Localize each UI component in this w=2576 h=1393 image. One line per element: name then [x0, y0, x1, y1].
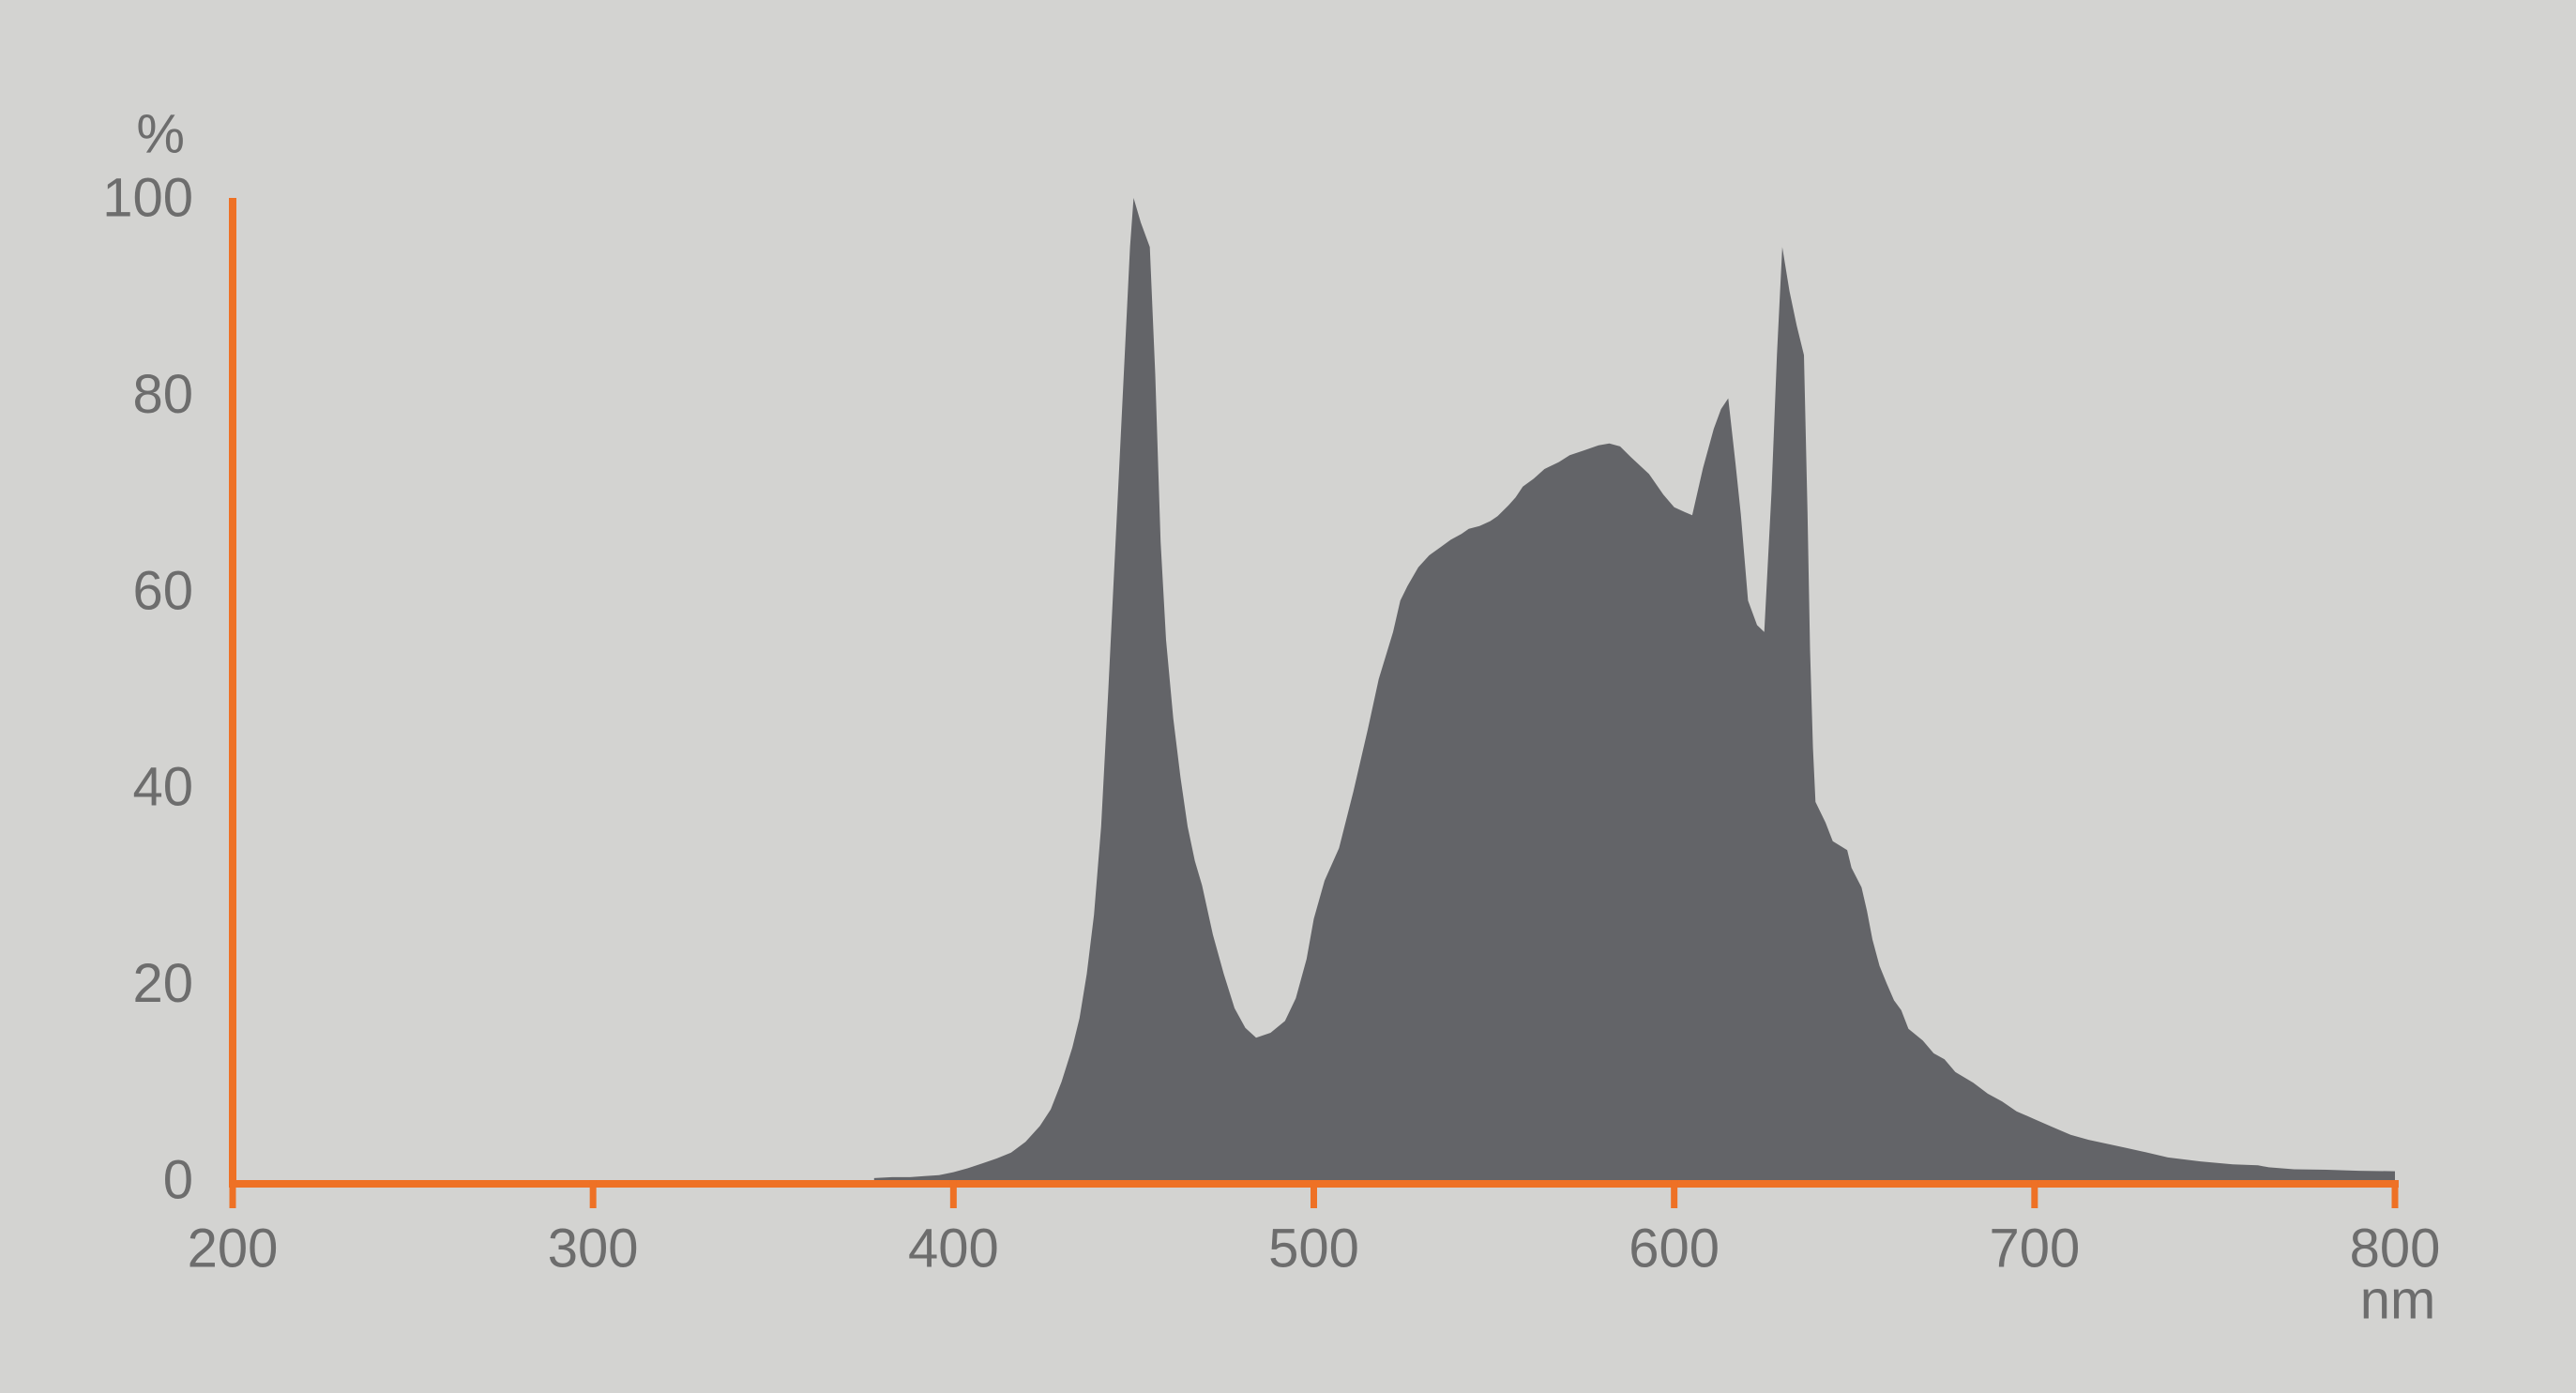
y-tick-label: 80: [132, 364, 193, 425]
x-axis-tick: [1311, 1180, 1317, 1208]
x-axis-tick: [589, 1180, 597, 1208]
x-tick-label: 800: [2350, 1219, 2441, 1279]
x-tick-label: 400: [908, 1219, 999, 1279]
x-axis-tick: [2391, 1180, 2399, 1208]
y-tick-label: 60: [132, 560, 193, 621]
y-axis-line: [229, 198, 236, 1188]
x-tick-label: 600: [1629, 1219, 1720, 1279]
x-axis-tick-labels: 200 300 400 500 600 700 800: [188, 1219, 2441, 1279]
x-tick-label: 300: [548, 1219, 639, 1279]
y-axis-unit-label: %: [136, 104, 185, 165]
y-tick-label: 40: [132, 757, 193, 818]
x-axis-ticks: [229, 1180, 2399, 1208]
y-axis-tick-labels: 0 20 40 60 80 100: [102, 168, 193, 1211]
spectrum-area: [873, 198, 2395, 1181]
x-tick-label: 700: [1989, 1219, 2080, 1279]
y-tick-label: 20: [132, 953, 193, 1014]
y-tick-label: 0: [163, 1150, 193, 1211]
x-axis-tick: [229, 1180, 236, 1208]
y-tick-label: 100: [102, 168, 193, 229]
x-tick-label: 200: [188, 1219, 279, 1279]
x-axis-tick: [949, 1180, 957, 1208]
x-tick-label: 500: [1268, 1219, 1359, 1279]
x-axis-tick: [2031, 1180, 2038, 1208]
x-axis-unit-label: nm: [2360, 1270, 2436, 1331]
x-axis-tick: [1671, 1180, 1678, 1208]
